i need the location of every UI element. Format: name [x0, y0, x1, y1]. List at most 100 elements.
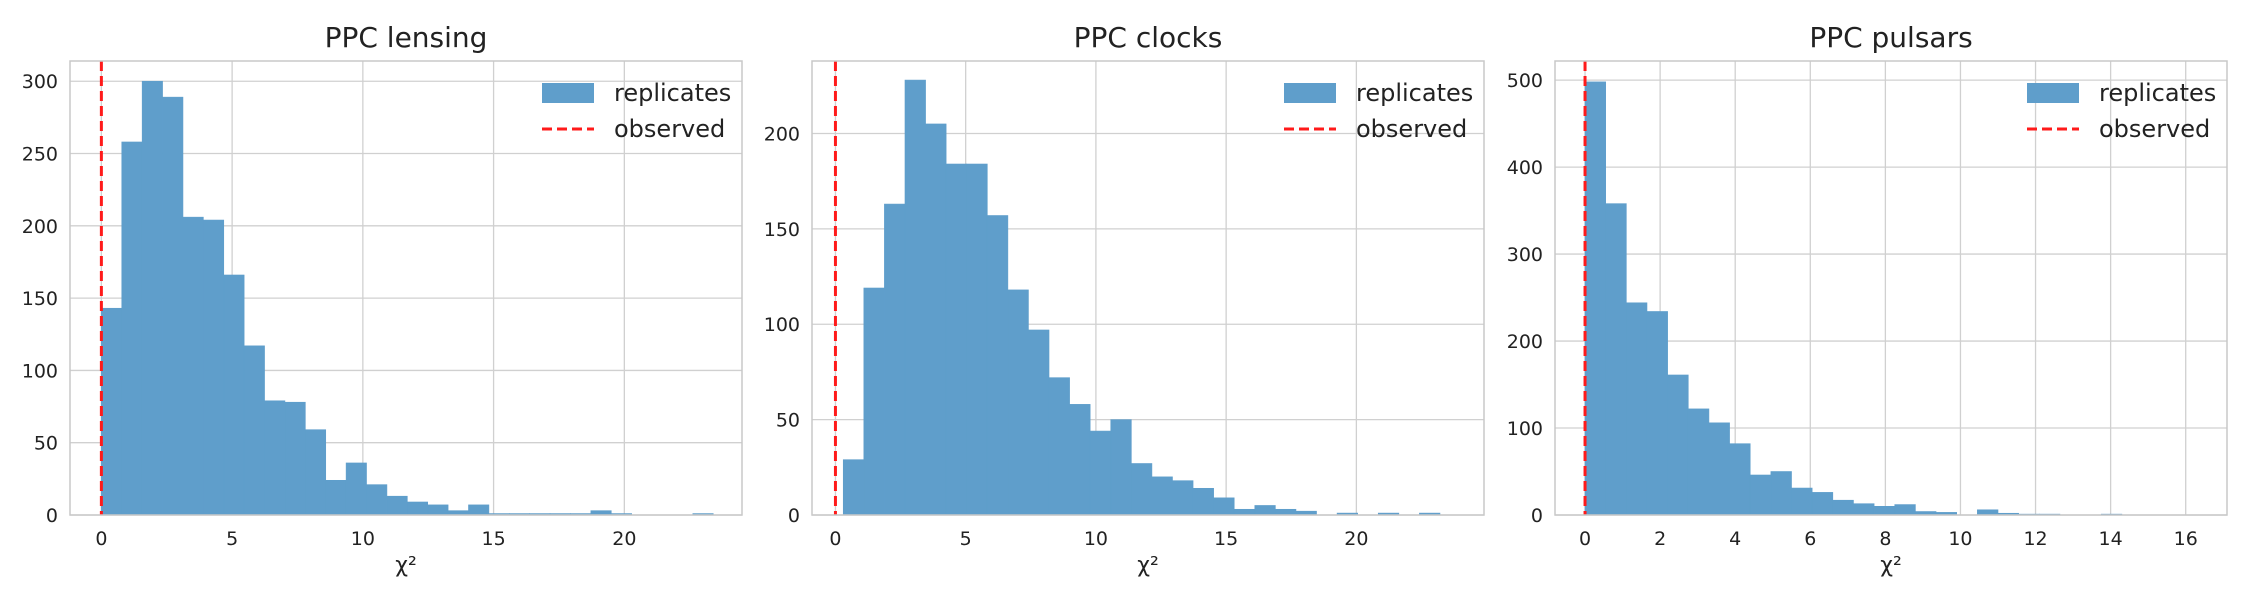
histogram-bar	[1089, 430, 1112, 516]
histogram-bar	[121, 141, 143, 516]
legend: replicates observed	[542, 79, 731, 143]
histogram-bar	[904, 79, 926, 516]
x-tick-label: 20	[612, 528, 636, 550]
histogram-bar	[863, 287, 885, 516]
legend-label-replicates: replicates	[1356, 79, 1473, 107]
y-tick-label: 100	[22, 360, 58, 382]
y-tick-label: 50	[34, 433, 58, 455]
histogram-bar	[1626, 302, 1648, 516]
histogram-bar	[345, 462, 367, 516]
histogram-bar	[945, 163, 968, 516]
legend-label-replicates: replicates	[614, 79, 731, 107]
chart-title: PPC clocks	[1074, 21, 1223, 54]
y-tick-label: 150	[22, 288, 58, 310]
y-tick-label: 300	[1507, 244, 1543, 266]
y-tick-label: 0	[788, 505, 800, 527]
histogram-bar	[1729, 443, 1751, 516]
histogram-bar	[966, 163, 988, 516]
histogram-bar	[1007, 289, 1029, 516]
x-tick-label: 12	[2023, 528, 2047, 550]
histogram-bar	[1213, 497, 1235, 516]
x-axis-label: χ²	[1880, 553, 1902, 578]
chart-title: PPC lensing	[325, 21, 488, 54]
histogram-bar	[1110, 419, 1132, 516]
histogram-bar	[243, 345, 265, 516]
x-tick-label: 8	[1879, 528, 1891, 550]
chart-panel-3: 0 100 200 300 400 500 0 2 4 6 8 10 12 14 16 PPC pulsars…	[1507, 21, 2228, 578]
histogram-bar	[162, 96, 184, 516]
histogram-bar	[1853, 503, 1875, 516]
x-tick-label: 15	[1214, 528, 1238, 550]
y-tick-label: 150	[764, 219, 800, 241]
histogram-bar	[264, 400, 286, 516]
legend-swatch-replicates	[542, 83, 594, 103]
chart-title: PPC pulsars	[1809, 21, 1972, 54]
histogram-bar	[1254, 505, 1276, 516]
histogram-bar	[325, 479, 347, 516]
histogram-bar	[427, 504, 449, 516]
histogram-bar	[407, 501, 429, 516]
histogram-bar	[1646, 311, 1668, 516]
y-tick-label: 0	[1531, 505, 1543, 527]
histogram-bar	[1151, 476, 1173, 516]
y-tick-label: 200	[22, 216, 58, 238]
histogram-bar	[884, 203, 906, 516]
histogram-bar	[1028, 329, 1050, 516]
y-tick-label: 100	[1507, 418, 1543, 440]
histogram-bar	[1131, 463, 1153, 516]
histogram-bar	[1687, 408, 1710, 516]
histogram-bar	[284, 401, 306, 516]
legend: replicates observed	[1284, 79, 1473, 143]
y-tick-label: 250	[22, 144, 58, 166]
plot-frame	[1554, 60, 2228, 516]
chart-panel-1: 0 50 100 150 200 250 300 0 5 10 15 20 PPC lensing χ² r…	[22, 21, 743, 578]
histogram-bar	[1832, 499, 1854, 516]
histogram-bar	[1791, 487, 1813, 516]
x-tick-label: 5	[960, 528, 972, 550]
x-tick-label: 20	[1344, 528, 1368, 550]
plot-frame	[811, 60, 1485, 516]
y-tick-label: 200	[1507, 331, 1543, 353]
chart-panel-2: 0 50 100 150 200 0 5 10 15 20 PPC clocks χ² replicat…	[764, 21, 1485, 578]
histogram-bar	[223, 274, 245, 516]
histogram-bar	[305, 429, 327, 516]
histogram-bar	[1172, 480, 1194, 516]
x-tick-label: 4	[1729, 528, 1741, 550]
y-tick-label: 400	[1507, 157, 1543, 179]
x-tick-label: 0	[1579, 528, 1591, 550]
legend-label-replicates: replicates	[2099, 79, 2216, 107]
histogram-bar	[1584, 81, 1606, 516]
x-tick-label: 2	[1654, 528, 1666, 550]
histogram-bar	[1708, 422, 1730, 516]
legend-label-observed: observed	[2099, 115, 2210, 143]
x-axis-label: χ²	[395, 553, 417, 578]
y-tick-label: 300	[22, 71, 58, 93]
legend-label-observed: observed	[614, 115, 725, 143]
histogram-bar	[1233, 508, 1256, 516]
histogram-bar	[1275, 508, 1297, 516]
legend-swatch-replicates	[1284, 83, 1336, 103]
x-tick-label: 0	[829, 528, 841, 550]
y-tick-label: 50	[776, 410, 800, 432]
histogram-bar	[182, 216, 204, 516]
y-tick-label: 100	[764, 314, 800, 336]
x-tick-label: 6	[1804, 528, 1816, 550]
y-tick-label: 0	[46, 505, 58, 527]
legend-label-observed: observed	[1356, 115, 1467, 143]
x-tick-label: 10	[1948, 528, 1972, 550]
legend: replicates observed	[2027, 79, 2216, 143]
histogram-bar	[1770, 471, 1792, 516]
x-tick-label: 5	[226, 528, 238, 550]
y-tick-label: 500	[1507, 70, 1543, 92]
histogram-bar	[1605, 203, 1627, 516]
histogram-bar	[1048, 377, 1070, 516]
histogram-bar	[141, 80, 163, 516]
histogram-bar	[101, 307, 123, 516]
histogram-bar	[1977, 509, 1999, 516]
histogram-bar	[1894, 504, 1916, 516]
histogram-bar	[386, 495, 408, 516]
histogram-bar	[1811, 492, 1834, 516]
x-axis-label: χ²	[1137, 553, 1159, 578]
y-tick-label: 200	[764, 123, 800, 145]
